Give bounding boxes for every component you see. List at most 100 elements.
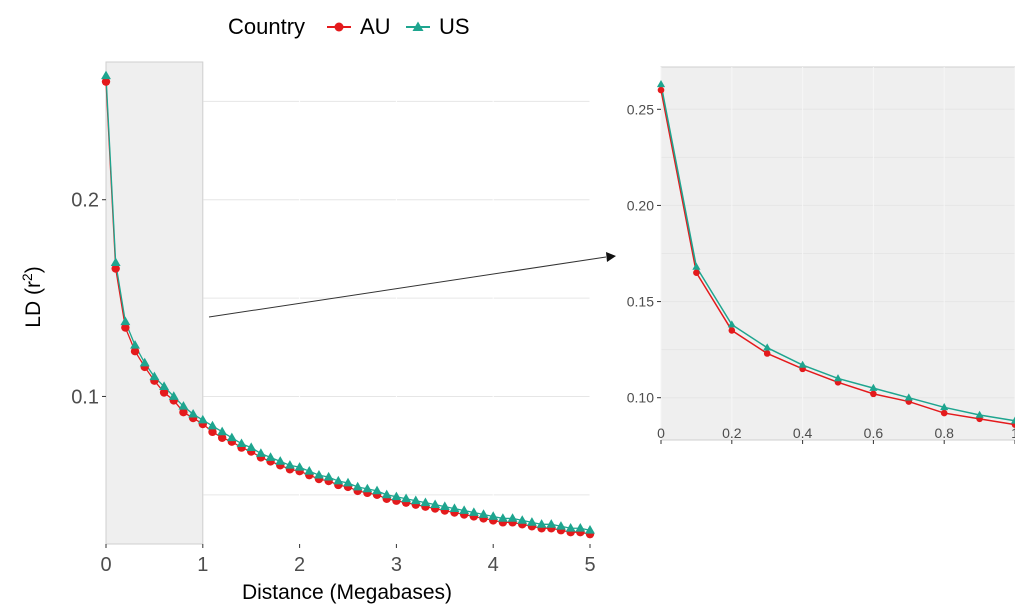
data-point-us — [536, 519, 547, 528]
y-tick-label: 0.1 — [71, 386, 99, 408]
data-point-us — [459, 505, 470, 514]
x-tick-label: 0 — [100, 554, 111, 576]
data-point-us — [207, 420, 218, 430]
data-point-us — [265, 452, 276, 461]
y-axis-title-close: ) — [22, 266, 45, 273]
data-point-us — [188, 408, 199, 418]
data-point-us — [110, 257, 121, 267]
legend: Country AU US — [228, 14, 470, 39]
data-point-us — [439, 501, 450, 511]
data-point-us — [1010, 416, 1015, 424]
data-point-us — [391, 491, 402, 501]
data-point-au — [121, 323, 130, 332]
data-point-au — [940, 409, 948, 417]
legend-au-marker — [334, 22, 344, 32]
data-point-us — [197, 414, 208, 424]
data-point-us — [130, 340, 140, 349]
data-point-au — [208, 427, 217, 437]
zoom-arrowhead — [606, 252, 616, 262]
data-point-us — [488, 511, 499, 520]
y-tick-label: 0.10 — [627, 390, 654, 406]
data-point-us — [168, 391, 179, 400]
data-point-us — [284, 460, 295, 469]
data-point-au — [217, 433, 227, 442]
data-point-us — [120, 316, 131, 326]
data-point-us — [304, 466, 315, 475]
y-tick-label: 0.2 — [71, 190, 99, 212]
data-point-us — [159, 381, 170, 390]
data-point-us — [575, 523, 586, 532]
data-point-us — [275, 456, 286, 465]
legend-title: Country — [228, 14, 305, 39]
data-point-us — [420, 497, 431, 507]
x-tick-label: 0.6 — [864, 425, 884, 441]
inset-series — [656, 80, 1015, 428]
data-point-us — [656, 80, 666, 88]
y-axis-title-superscript: 2 — [19, 273, 35, 281]
legend-au-label: AU — [360, 14, 391, 39]
legend-us-label: US — [439, 14, 470, 39]
data-point-au — [870, 390, 877, 398]
y-tick-label: 0.20 — [627, 197, 654, 213]
data-point-us — [517, 515, 528, 524]
zoom-connector-line — [208, 256, 607, 318]
data-point-us — [236, 438, 247, 448]
data-point-us — [333, 475, 344, 485]
data-point-us — [478, 509, 489, 518]
data-point-us — [217, 426, 228, 436]
data-point-us — [372, 485, 382, 495]
data-point-au — [111, 264, 120, 273]
data-point-us — [352, 481, 363, 491]
x-tick-label: 0 — [657, 425, 665, 441]
y-axis-title: LD (r2) — [19, 266, 45, 327]
legend-item-au: AU — [327, 14, 391, 39]
y-tick-label: 0.25 — [627, 101, 654, 117]
data-point-us — [410, 495, 421, 505]
data-point-au — [101, 77, 111, 86]
data-point-us — [226, 432, 237, 442]
data-point-us — [556, 521, 566, 530]
x-tick-label: 1 — [197, 554, 208, 576]
data-point-us — [869, 383, 878, 391]
data-point-us — [975, 410, 984, 418]
data-point-us — [507, 513, 518, 522]
data-point-us — [294, 462, 305, 471]
zoom-region-highlight — [105, 61, 204, 545]
y-tick-label: 0.15 — [627, 294, 654, 310]
data-point-au — [763, 350, 771, 357]
y-axis-title-main: LD (r — [22, 281, 45, 328]
x-tick-label: 5 — [584, 554, 595, 576]
x-tick-label: 4 — [488, 554, 499, 576]
data-point-us — [401, 493, 412, 503]
data-point-us — [323, 471, 334, 481]
data-point-us — [798, 360, 807, 368]
data-point-us — [362, 483, 373, 493]
data-point-us — [246, 442, 257, 451]
x-tick-label: 0.4 — [793, 425, 813, 441]
x-axis-title: Distance (Megabases) — [242, 581, 452, 604]
x-tick-label: 3 — [391, 554, 402, 576]
data-point-au — [179, 407, 188, 417]
data-point-us — [546, 519, 557, 528]
data-point-au — [130, 347, 140, 356]
x-tick-label: 1 — [1011, 425, 1015, 441]
data-point-us — [585, 525, 595, 534]
data-point-us — [763, 343, 772, 351]
main-plot: 0 1 2 3 4 50.10.2 Distance (Megabases) LD (r2… — [19, 61, 596, 604]
main-axis-ticks: 0 1 2 3 4 5 0.1 0.2 — [71, 190, 595, 576]
inset-plot: 0 0.2 0.4 0.6 0.8 1 0.10 0.15 0.20 0.25 — [627, 66, 1015, 444]
data-point-us — [904, 393, 913, 401]
main-series — [101, 70, 595, 539]
data-point-au — [657, 86, 665, 94]
data-point-us — [149, 371, 160, 381]
data-point-au — [728, 327, 736, 334]
data-point-us — [526, 517, 537, 526]
x-tick-label: 2 — [294, 554, 305, 576]
data-point-us — [178, 401, 189, 410]
data-point-us — [381, 489, 392, 499]
x-tick-label: 0.2 — [722, 425, 742, 441]
data-point-us — [565, 523, 576, 532]
data-point-us — [727, 320, 736, 328]
data-point-us — [139, 357, 150, 367]
